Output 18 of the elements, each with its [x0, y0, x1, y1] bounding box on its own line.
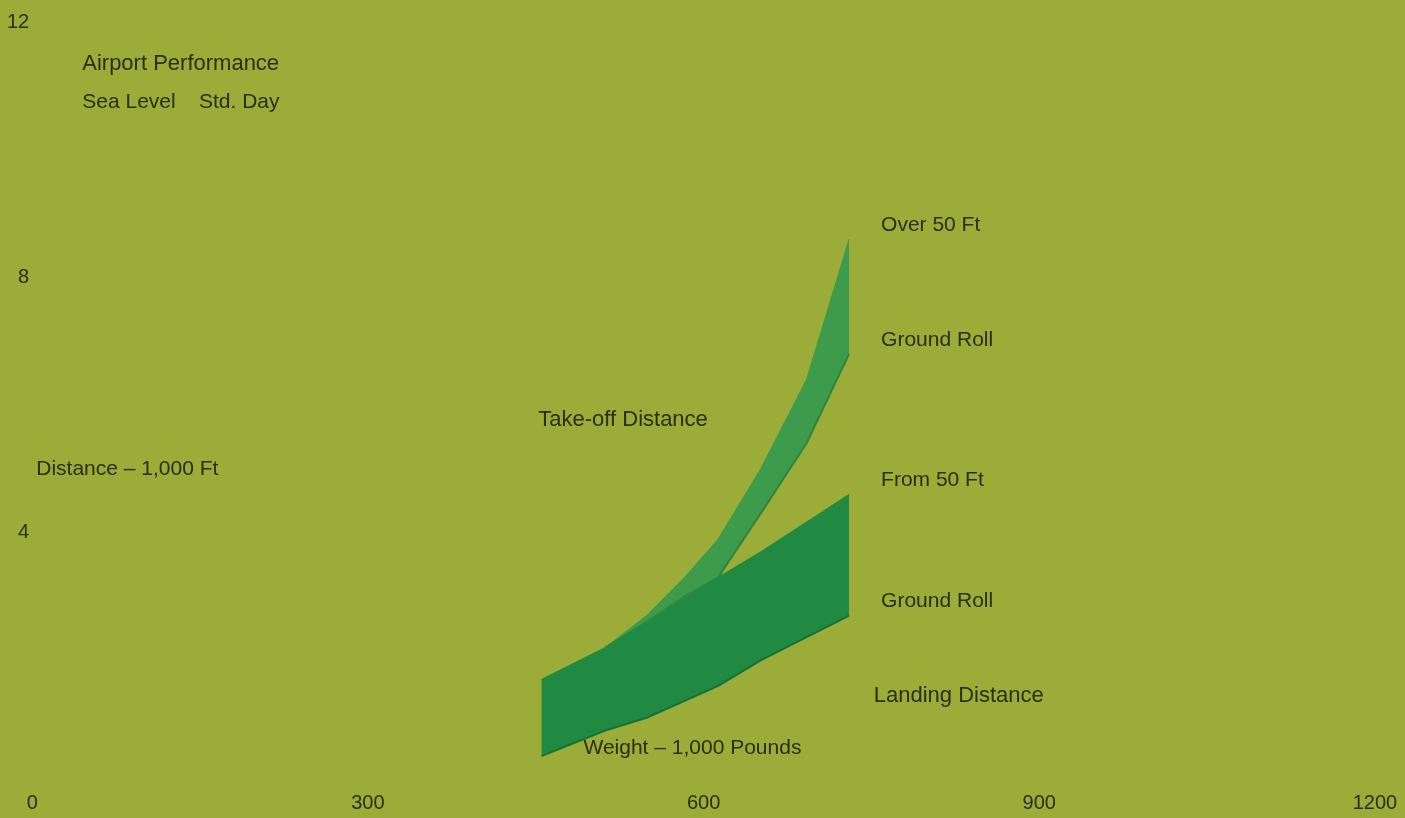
x-tick-label: 900 [1022, 790, 1056, 813]
x-tick-label: 300 [351, 790, 385, 813]
series-label: Ground Roll [881, 588, 994, 612]
text: Airport Performance [82, 50, 280, 76]
x-tick-label: 1200 [1352, 790, 1398, 813]
annotation: Landing Distance [873, 682, 1044, 708]
y-axis-title: Distance – 1,000 Ft [36, 455, 219, 479]
series-label: Over 50 Ft [881, 211, 981, 235]
x-axis-title: Weight – 1,000 Pounds [583, 734, 802, 758]
y-tick-label: 4 [18, 520, 30, 543]
series-label: Ground Roll [881, 326, 994, 350]
y-tick-label: 8 [18, 264, 30, 287]
annotation: Take-off Distance [538, 406, 708, 432]
text: Sea Level Std. Day [82, 88, 281, 112]
x-tick-label: 0 [26, 790, 38, 813]
x-tick-label: 600 [686, 790, 721, 813]
y-tick-label: 12 [7, 9, 30, 32]
series-label: From 50 Ft [881, 467, 984, 491]
